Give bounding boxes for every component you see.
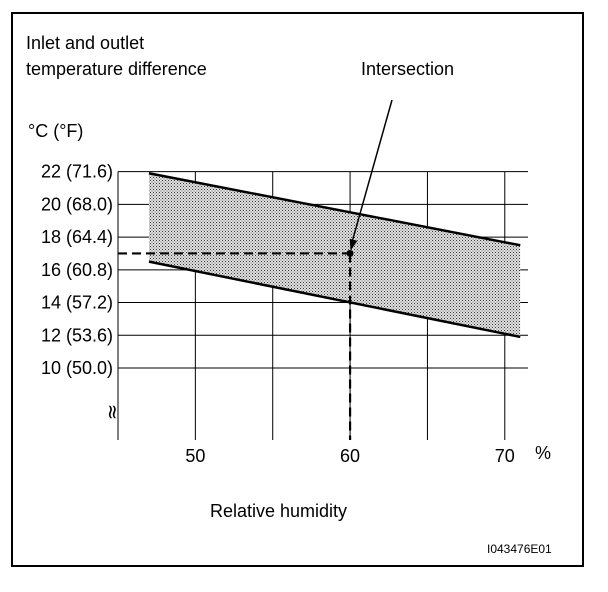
figure-frame bbox=[11, 12, 584, 567]
annotation-leader bbox=[350, 99, 393, 246]
x-tick-label: 50 bbox=[185, 446, 205, 466]
tick-labels: 22 (71.6) 20 (68.0) 18 (64.4) 16 (60.8) 14 (… bbox=[41, 162, 515, 466]
y-tick-label: 18 (64.4) bbox=[41, 227, 113, 247]
x-tick-label: 70 bbox=[495, 446, 515, 466]
y-tick-label: 22 (71.6) bbox=[41, 162, 113, 182]
figure-id: I043476E01 bbox=[487, 542, 552, 556]
intersection-point bbox=[346, 249, 354, 257]
y-axis-title-line-2: temperature difference bbox=[26, 59, 207, 79]
y-axis-title-line-1: Inlet and outlet bbox=[26, 33, 145, 53]
upper-limit-line bbox=[148, 172, 521, 247]
lower-limit-line bbox=[148, 260, 521, 339]
axis-break-symbol: ≈ bbox=[101, 404, 125, 421]
intersection-annotation: Intersection bbox=[361, 59, 455, 79]
y-axis-unit: °C (°F) bbox=[28, 121, 84, 141]
band-fill bbox=[148, 173, 521, 337]
humidity-band bbox=[148, 173, 521, 337]
x-axis-title: Relative humidity bbox=[210, 501, 348, 521]
x-axis-unit: % bbox=[535, 443, 552, 463]
y-tick-label: 14 (57.2) bbox=[41, 293, 113, 313]
y-tick-label: 12 (53.6) bbox=[41, 325, 113, 345]
chart-marks bbox=[118, 99, 521, 440]
y-tick-label: 16 (60.8) bbox=[41, 260, 113, 280]
y-tick-label: 20 (68.0) bbox=[41, 194, 113, 214]
x-tick-label: 60 bbox=[340, 446, 360, 466]
y-tick-label: 10 (50.0) bbox=[41, 358, 113, 378]
y-axis-title: Inlet and outlet temperature difference bbox=[26, 30, 207, 82]
annotation-arrowhead bbox=[349, 238, 358, 251]
